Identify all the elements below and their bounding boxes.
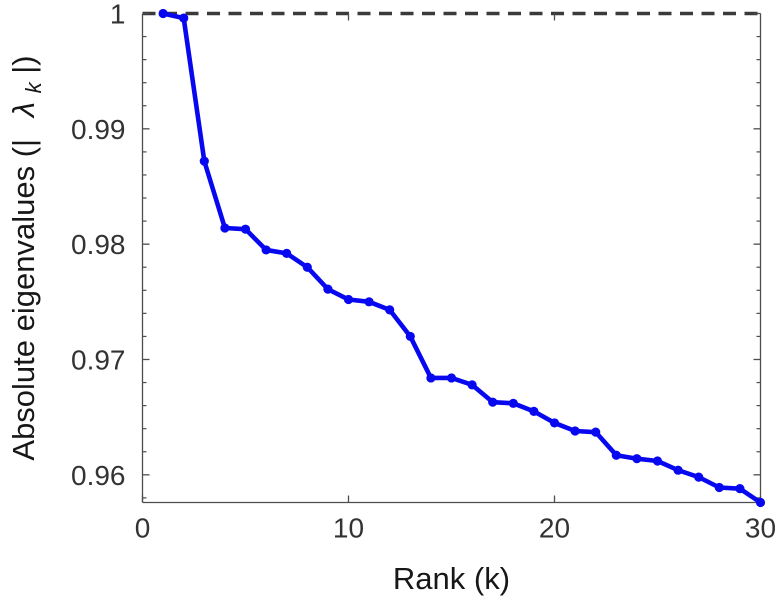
eigenvalue-line bbox=[160, 11, 763, 505]
data-point bbox=[549, 418, 560, 428]
x-tick-label: 10 bbox=[333, 513, 364, 544]
data-point bbox=[529, 406, 539, 416]
data-point bbox=[179, 13, 189, 23]
y-tick-label: 1 bbox=[110, 0, 126, 30]
data-point bbox=[220, 223, 230, 233]
data-point bbox=[632, 454, 642, 464]
data-point bbox=[714, 482, 724, 493]
y-axis-label-suffix: |) bbox=[6, 55, 41, 73]
y-tick-label: 0.97 bbox=[71, 344, 126, 375]
x-tick-label: 30 bbox=[745, 513, 776, 544]
y-tick-label: 0.96 bbox=[71, 460, 126, 491]
data-point bbox=[755, 497, 766, 508]
data-point bbox=[385, 305, 395, 315]
data-point bbox=[467, 380, 477, 390]
y-axis-label-prefix: Absolute eigenvalues (| bbox=[6, 139, 41, 461]
data-point bbox=[323, 284, 333, 294]
data-point bbox=[673, 465, 683, 475]
data-point bbox=[261, 245, 271, 255]
x-tick-label: 20 bbox=[539, 513, 570, 544]
data-point bbox=[446, 373, 457, 383]
data-point bbox=[735, 484, 745, 494]
data-point bbox=[591, 427, 601, 437]
lambda-subscript: k bbox=[21, 81, 46, 93]
y-axis-label: Absolute eigenvalues (| λ k |) bbox=[6, 55, 48, 460]
data-point bbox=[694, 472, 704, 482]
data-point bbox=[364, 297, 374, 307]
data-point bbox=[343, 294, 354, 305]
y-tick-label: 0.99 bbox=[71, 114, 126, 145]
data-point bbox=[488, 397, 498, 407]
y-tick-label: 0.98 bbox=[71, 229, 126, 260]
data-point bbox=[508, 398, 518, 408]
data-point bbox=[652, 456, 663, 466]
data-point bbox=[405, 331, 415, 342]
plot-area: 0 10 20 30 0.96 0.97 0.98 0.99 1 bbox=[71, 0, 776, 544]
data-point bbox=[611, 450, 621, 460]
data-point bbox=[570, 426, 580, 436]
x-tick-label: 0 bbox=[135, 513, 151, 544]
lambda-symbol: λ bbox=[6, 102, 41, 119]
data-point bbox=[282, 248, 292, 258]
data-point bbox=[199, 156, 209, 166]
data-point bbox=[240, 224, 251, 234]
data-point bbox=[158, 8, 168, 19]
data-point bbox=[426, 373, 436, 383]
x-axis-label: Rank (k) bbox=[393, 561, 510, 596]
data-point bbox=[302, 262, 312, 272]
